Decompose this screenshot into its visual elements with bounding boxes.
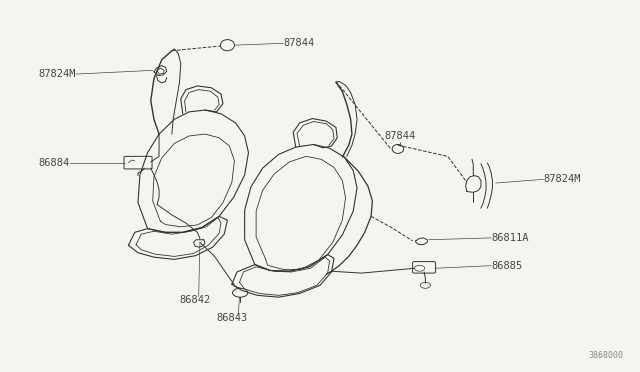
Text: 86842: 86842 <box>180 295 211 305</box>
Text: 87844: 87844 <box>283 38 314 48</box>
Text: 86885: 86885 <box>491 261 522 271</box>
Text: 87844: 87844 <box>384 131 415 141</box>
Text: 3868000: 3868000 <box>588 351 623 360</box>
Text: 87824M: 87824M <box>543 174 581 185</box>
Text: 86884: 86884 <box>38 158 70 168</box>
Text: 86843: 86843 <box>216 312 248 323</box>
Text: 86811A: 86811A <box>491 233 529 243</box>
Text: 87824M: 87824M <box>38 69 76 79</box>
